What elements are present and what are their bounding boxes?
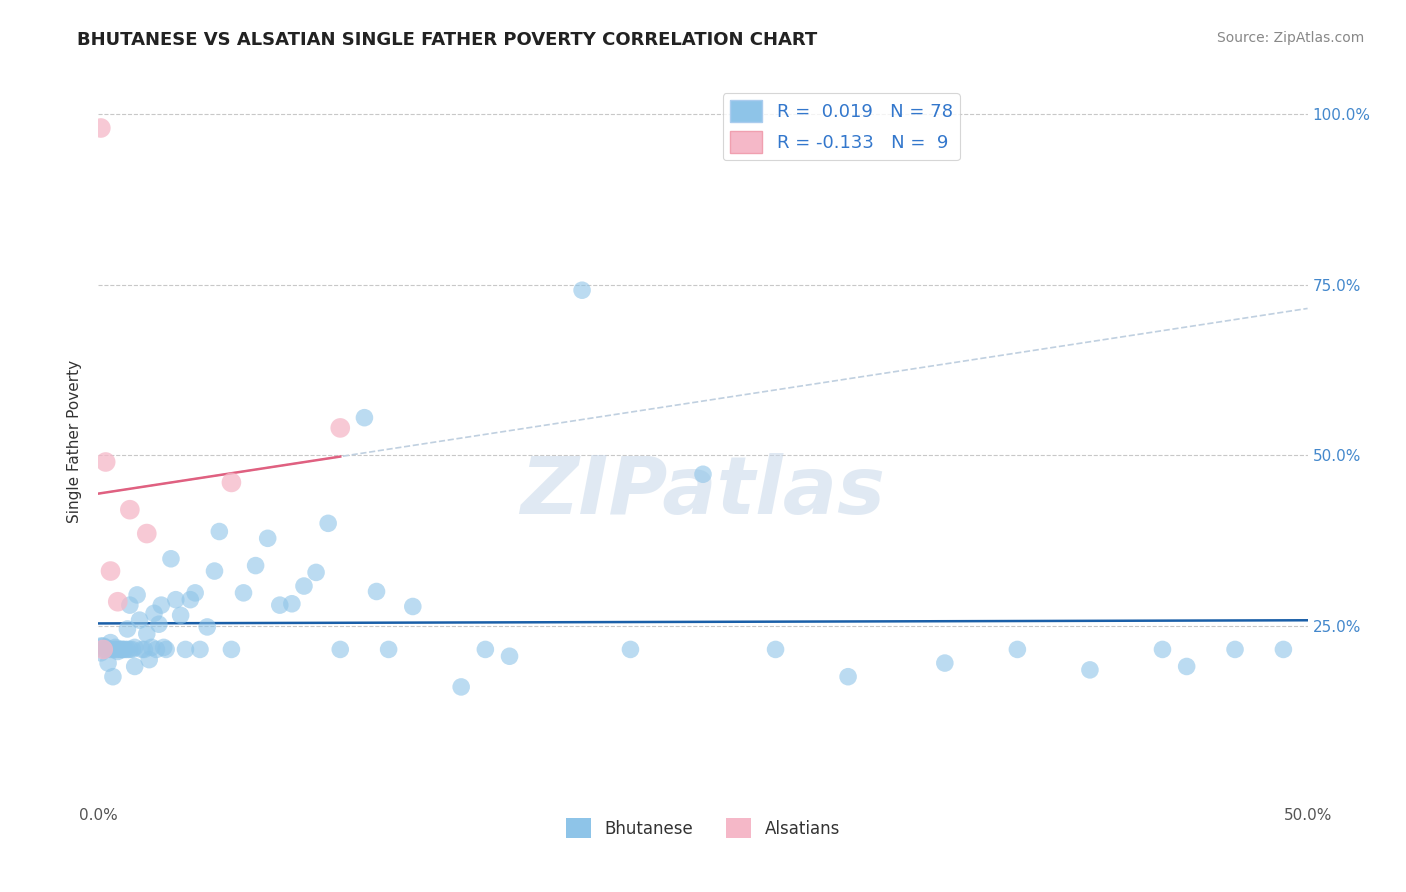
Point — [619, 642, 641, 657]
Point — [128, 613, 150, 627]
Point — [118, 502, 141, 516]
Point — [100, 635, 122, 649]
Text: Source: ZipAtlas.com: Source: ZipAtlas.com — [1216, 31, 1364, 45]
Point — [101, 670, 124, 684]
Point — [97, 656, 120, 670]
Point — [1078, 663, 1101, 677]
Point — [165, 592, 187, 607]
Point — [292, 579, 315, 593]
Point — [221, 642, 243, 657]
Point — [118, 642, 141, 657]
Point — [152, 640, 174, 655]
Point — [127, 588, 149, 602]
Point — [91, 642, 114, 657]
Point — [148, 617, 170, 632]
Point — [141, 640, 163, 655]
Point — [174, 642, 197, 657]
Point — [104, 640, 127, 655]
Point — [94, 455, 117, 469]
Point — [195, 620, 218, 634]
Point — [571, 283, 593, 297]
Point — [134, 642, 156, 657]
Point — [204, 564, 226, 578]
Point — [1272, 642, 1295, 657]
Point — [100, 564, 122, 578]
Point — [91, 639, 114, 653]
Point — [353, 410, 375, 425]
Text: ZIPatlas: ZIPatlas — [520, 453, 886, 531]
Point — [305, 566, 328, 580]
Point — [316, 516, 339, 531]
Point — [114, 642, 136, 657]
Point — [1152, 642, 1174, 657]
Point — [150, 598, 173, 612]
Point — [184, 586, 207, 600]
Point — [124, 640, 146, 655]
Point — [111, 642, 134, 657]
Point — [221, 475, 243, 490]
Point — [402, 599, 425, 614]
Point — [90, 646, 112, 660]
Point — [121, 642, 143, 657]
Point — [450, 680, 472, 694]
Point — [107, 642, 129, 657]
Point — [118, 598, 141, 612]
Point — [179, 592, 201, 607]
Point — [90, 639, 112, 653]
Point — [329, 421, 352, 435]
Point — [1223, 642, 1246, 657]
Text: BHUTANESE VS ALSATIAN SINGLE FATHER POVERTY CORRELATION CHART: BHUTANESE VS ALSATIAN SINGLE FATHER POVE… — [77, 31, 817, 49]
Point — [281, 597, 304, 611]
Point — [377, 642, 399, 657]
Point — [94, 640, 117, 655]
Point — [160, 551, 183, 566]
Y-axis label: Single Father Poverty: Single Father Poverty — [67, 360, 83, 523]
Point — [111, 642, 134, 657]
Point — [138, 653, 160, 667]
Point — [329, 642, 352, 657]
Point — [256, 532, 278, 546]
Point — [90, 120, 112, 135]
Point — [837, 670, 859, 684]
Point — [107, 644, 129, 658]
Point — [131, 642, 153, 657]
Point — [104, 642, 127, 657]
Point — [1175, 659, 1198, 673]
Point — [91, 642, 114, 657]
Point — [1007, 642, 1029, 657]
Point — [94, 642, 117, 657]
Point — [117, 622, 139, 636]
Legend: Bhutanese, Alsatians: Bhutanese, Alsatians — [560, 812, 846, 845]
Point — [145, 642, 167, 657]
Point — [692, 467, 714, 482]
Point — [117, 642, 139, 657]
Point — [155, 642, 177, 657]
Point — [188, 642, 211, 657]
Point — [934, 656, 956, 670]
Point — [135, 626, 157, 640]
Point — [100, 642, 122, 657]
Point — [143, 607, 166, 621]
Point — [366, 584, 388, 599]
Point — [169, 608, 191, 623]
Point — [135, 526, 157, 541]
Point — [245, 558, 267, 573]
Point — [269, 598, 291, 612]
Point — [124, 659, 146, 673]
Point — [101, 642, 124, 657]
Point — [208, 524, 231, 539]
Point — [232, 586, 254, 600]
Point — [498, 649, 520, 664]
Point — [107, 595, 129, 609]
Point — [108, 642, 131, 657]
Point — [474, 642, 496, 657]
Point — [765, 642, 787, 657]
